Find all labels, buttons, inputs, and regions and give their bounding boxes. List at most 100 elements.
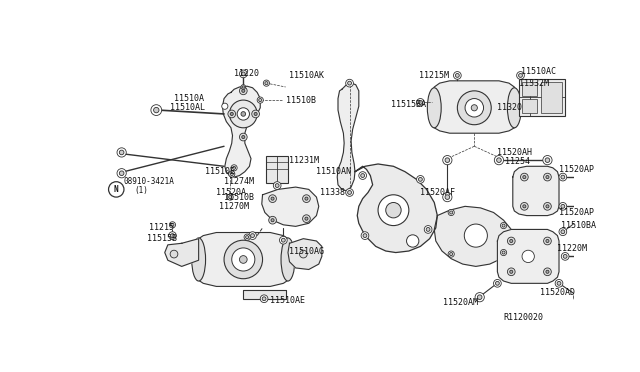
Circle shape bbox=[257, 97, 263, 103]
Circle shape bbox=[477, 295, 482, 299]
Circle shape bbox=[232, 166, 236, 169]
Circle shape bbox=[557, 281, 561, 285]
Circle shape bbox=[151, 105, 162, 115]
Circle shape bbox=[280, 236, 287, 244]
Text: 11510AN: 11510AN bbox=[316, 167, 351, 176]
Circle shape bbox=[559, 228, 566, 235]
Text: 11520AH: 11520AH bbox=[497, 148, 532, 157]
Circle shape bbox=[271, 197, 274, 200]
Circle shape bbox=[119, 150, 124, 155]
Circle shape bbox=[555, 279, 563, 287]
Circle shape bbox=[242, 86, 244, 88]
Text: N: N bbox=[114, 185, 118, 194]
Circle shape bbox=[465, 99, 484, 117]
Circle shape bbox=[168, 232, 176, 240]
Circle shape bbox=[546, 270, 549, 273]
Text: 11220M: 11220M bbox=[557, 244, 588, 253]
Polygon shape bbox=[262, 187, 319, 226]
Circle shape bbox=[363, 234, 367, 238]
Circle shape bbox=[224, 240, 262, 279]
Circle shape bbox=[239, 256, 247, 263]
Circle shape bbox=[518, 74, 522, 77]
Bar bbox=[522, 82, 538, 96]
Circle shape bbox=[580, 252, 589, 261]
Text: 11520A: 11520A bbox=[216, 188, 246, 197]
Circle shape bbox=[170, 234, 174, 238]
Circle shape bbox=[242, 135, 245, 139]
Circle shape bbox=[273, 182, 281, 189]
Text: 11220: 11220 bbox=[234, 68, 259, 78]
Circle shape bbox=[443, 192, 452, 202]
Circle shape bbox=[456, 74, 460, 77]
Ellipse shape bbox=[508, 88, 521, 128]
Circle shape bbox=[241, 72, 245, 76]
Circle shape bbox=[221, 103, 228, 109]
Circle shape bbox=[493, 279, 501, 287]
Text: 11338: 11338 bbox=[320, 188, 346, 197]
Text: 11231M: 11231M bbox=[289, 155, 319, 165]
Circle shape bbox=[561, 230, 564, 234]
Circle shape bbox=[424, 225, 432, 233]
Circle shape bbox=[546, 240, 549, 243]
Circle shape bbox=[419, 177, 422, 181]
Circle shape bbox=[495, 281, 499, 285]
Circle shape bbox=[502, 224, 505, 227]
Circle shape bbox=[450, 253, 452, 256]
Text: 11510E: 11510E bbox=[205, 167, 235, 176]
Circle shape bbox=[244, 234, 250, 240]
Circle shape bbox=[260, 295, 268, 302]
Circle shape bbox=[417, 176, 424, 183]
Circle shape bbox=[359, 172, 367, 179]
Circle shape bbox=[497, 158, 501, 163]
Circle shape bbox=[361, 232, 369, 240]
Circle shape bbox=[543, 202, 551, 210]
Polygon shape bbox=[432, 81, 516, 133]
Circle shape bbox=[502, 251, 505, 254]
Circle shape bbox=[231, 165, 237, 171]
Circle shape bbox=[516, 71, 524, 79]
Circle shape bbox=[500, 222, 507, 229]
Circle shape bbox=[523, 205, 526, 208]
Circle shape bbox=[271, 219, 274, 222]
Circle shape bbox=[546, 205, 549, 208]
Circle shape bbox=[269, 217, 276, 224]
Circle shape bbox=[228, 171, 235, 177]
Text: 11215: 11215 bbox=[149, 224, 174, 232]
Circle shape bbox=[543, 155, 552, 165]
Circle shape bbox=[508, 237, 515, 245]
Text: 11332M: 11332M bbox=[519, 78, 549, 88]
Circle shape bbox=[582, 254, 587, 259]
Circle shape bbox=[262, 297, 266, 301]
Circle shape bbox=[445, 158, 450, 163]
Text: (1): (1) bbox=[134, 186, 148, 195]
Circle shape bbox=[508, 268, 515, 276]
Circle shape bbox=[454, 71, 461, 79]
Bar bbox=[541, 82, 562, 113]
Polygon shape bbox=[337, 83, 359, 191]
Polygon shape bbox=[164, 239, 198, 266]
Text: 11320: 11320 bbox=[497, 103, 522, 112]
Text: 11510AE: 11510AE bbox=[270, 296, 305, 305]
Circle shape bbox=[228, 110, 236, 118]
Polygon shape bbox=[497, 230, 559, 283]
Circle shape bbox=[464, 224, 488, 247]
Circle shape bbox=[170, 222, 175, 228]
Circle shape bbox=[241, 85, 246, 89]
Text: 08910-3421A: 08910-3421A bbox=[124, 177, 175, 186]
Circle shape bbox=[265, 81, 268, 85]
Bar bbox=[266, 156, 288, 183]
Circle shape bbox=[170, 250, 178, 258]
Circle shape bbox=[458, 91, 492, 125]
Circle shape bbox=[252, 110, 259, 118]
Text: 11520AM: 11520AM bbox=[444, 298, 479, 307]
Circle shape bbox=[348, 81, 351, 85]
Text: 11254: 11254 bbox=[505, 157, 530, 166]
Text: 11510AL: 11510AL bbox=[170, 103, 205, 112]
Circle shape bbox=[346, 79, 353, 87]
Circle shape bbox=[305, 197, 308, 200]
Circle shape bbox=[448, 251, 454, 257]
Circle shape bbox=[450, 211, 452, 214]
Circle shape bbox=[494, 155, 504, 165]
Bar bbox=[519, 79, 565, 116]
Circle shape bbox=[254, 112, 257, 115]
